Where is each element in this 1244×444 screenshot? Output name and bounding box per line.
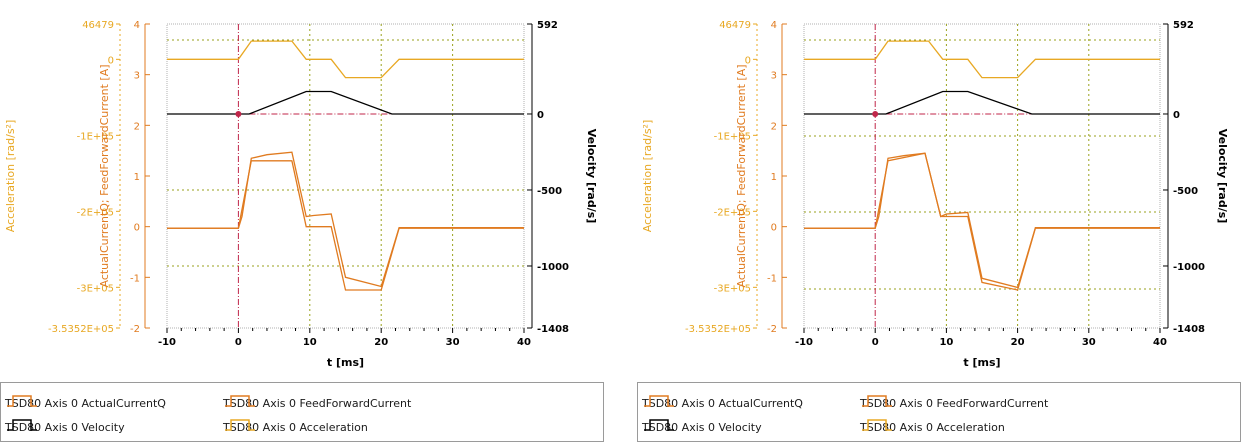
series-line-tsd80-axis-0-actualcurrentq <box>804 152 1160 289</box>
x-tick-label: 0 <box>235 337 242 348</box>
legend-label: TSD80 Axis 0 ActualCurrentQ <box>642 396 803 410</box>
acceleration-tick-label: -3E+05 <box>77 283 114 294</box>
legend-left: TSD80 Axis 0 ActualCurrentQ TSD80 Axis 0… <box>0 382 604 442</box>
x-tick-label: 20 <box>374 337 388 348</box>
series-line-tsd80-axis-0-actualcurrentq <box>167 151 524 288</box>
legend-item-velocity[interactable]: TSD80 Axis 0 Velocity <box>5 417 125 437</box>
velocity-tick-label: -500 <box>1173 186 1198 197</box>
scope-icon <box>862 419 892 431</box>
legend-item-feedforwardcurrent[interactable]: TSD80 Axis 0 FeedForwardCurrent <box>860 393 1048 413</box>
acceleration-tick-label: 0 <box>745 55 751 66</box>
series-line-tsd80-axis-0-velocity <box>804 90 1160 115</box>
trigger-marker <box>872 110 879 117</box>
scope-icon <box>7 419 37 431</box>
current-axis-label: ActualCurrentQ; FeedForwardCurrent [A] <box>98 64 111 287</box>
velocity-tick-label: 592 <box>1173 20 1194 31</box>
current-axis-label: ActualCurrentQ; FeedForwardCurrent [A] <box>735 64 748 287</box>
x-tick-label: 10 <box>939 337 953 348</box>
x-axis-label: t [ms] <box>327 356 364 369</box>
scope-icon <box>225 419 255 431</box>
current-tick-label: 3 <box>134 71 140 82</box>
series-line-tsd80-axis-0-acceleration <box>167 40 524 79</box>
acceleration-tick-label: 0 <box>108 55 114 66</box>
chart-panel-right: -10 0 10 20 30 40 t [ms] 4 3 2 1 0 -1 -2 46479 0 -1E+05-… <box>637 0 1244 444</box>
scope-icon <box>7 395 37 407</box>
x-tick-label: 30 <box>446 337 460 348</box>
x-tick-label: 20 <box>1011 337 1025 348</box>
current-tick-label: 0 <box>771 223 777 234</box>
velocity-tick-label: -1000 <box>1173 262 1205 273</box>
chart-svg-right: -10 0 10 20 30 40t [ms]43210-1-2464790-1E+05-… <box>641 20 1229 369</box>
velocity-tick-label: -1408 <box>537 324 569 335</box>
plot-area <box>803 23 1161 329</box>
velocity-tick-label: 592 <box>537 20 558 31</box>
scope-icon <box>644 395 674 407</box>
acceleration-tick-label: 46479 <box>719 20 751 31</box>
current-tick-label: -1 <box>130 273 140 284</box>
acceleration-tick-label: 46479 <box>82 20 114 31</box>
velocity-tick-label: -500 <box>537 186 562 197</box>
legend-label: TSD80 Axis 0 Acceleration <box>223 420 368 434</box>
current-tick-label: 0 <box>134 223 140 234</box>
series-line-tsd80-axis-0-acceleration <box>804 40 1160 79</box>
plot-area <box>166 23 525 329</box>
x-axis-label: t [ms] <box>963 356 1000 369</box>
x-tick-label: 40 <box>517 337 531 348</box>
x-tick-label: -10 <box>158 337 176 348</box>
x-tick-label: 10 <box>303 337 317 348</box>
current-tick-label: 2 <box>771 121 777 132</box>
current-tick-label: -2 <box>767 324 777 335</box>
trigger-marker <box>235 110 242 117</box>
velocity-axis-label: Velocity [rad/s] <box>1216 129 1229 224</box>
scope-icon <box>862 395 892 407</box>
legend-item-velocity[interactable]: TSD80 Axis 0 Velocity <box>642 417 762 437</box>
legend-label: TSD80 Axis 0 FeedForwardCurrent <box>223 396 412 410</box>
current-tick-label: 4 <box>134 20 140 31</box>
velocity-tick-label: 0 <box>537 110 544 121</box>
current-tick-label: -2 <box>130 324 140 335</box>
scope-icon <box>644 419 674 431</box>
acceleration-axis-label: Acceleration [rad/s²] <box>4 120 17 233</box>
chart-svg-left: -10 0 10 20 30 40t [ms]43210-1-2464790-1E+05-… <box>4 20 598 369</box>
acceleration-tick-label: -1E+05 <box>77 131 114 142</box>
scope-icon <box>225 395 255 407</box>
acceleration-tick-label: -2E+05 <box>77 207 114 218</box>
x-tick-label: 0 <box>872 337 879 348</box>
legend-item-actualcurrentq[interactable]: TSD80 Axis 0 ActualCurrentQ <box>5 393 166 413</box>
legend-label: TSD80 Axis 0 FeedForwardCurrent <box>860 396 1049 410</box>
acceleration-tick-label: -3.5352E+05 <box>48 324 114 335</box>
legend-label: TSD80 Axis 0 Acceleration <box>860 420 1005 434</box>
current-tick-label: 1 <box>771 172 777 183</box>
current-tick-label: -1 <box>767 273 777 284</box>
x-tick-label: 30 <box>1082 337 1096 348</box>
x-tick-label: -10 <box>795 337 813 348</box>
legend-item-acceleration[interactable]: TSD80 Axis 0 Acceleration <box>223 417 368 437</box>
legend-label: TSD80 Axis 0 ActualCurrentQ <box>5 396 166 410</box>
current-tick-label: 4 <box>771 20 777 31</box>
acceleration-tick-label: -3E+05 <box>714 283 751 294</box>
acceleration-axis-label: Acceleration [rad/s²] <box>641 120 654 233</box>
legend-item-acceleration[interactable]: TSD80 Axis 0 Acceleration <box>860 417 1005 437</box>
current-tick-label: 2 <box>134 121 140 132</box>
acceleration-tick-label: -1E+05 <box>714 131 751 142</box>
velocity-tick-label: -1000 <box>537 262 569 273</box>
series-line-tsd80-axis-0-feedforwardcurrent <box>167 160 524 291</box>
legend-item-feedforwardcurrent[interactable]: TSD80 Axis 0 FeedForwardCurrent <box>223 393 411 413</box>
series-line-tsd80-axis-0-velocity <box>167 90 524 115</box>
velocity-axis-label: Velocity [rad/s] <box>585 129 598 224</box>
acceleration-tick-label: -3.5352E+05 <box>685 324 751 335</box>
x-tick-label: 40 <box>1153 337 1167 348</box>
acceleration-tick-label: -2E+05 <box>714 207 751 218</box>
current-tick-label: 1 <box>134 172 140 183</box>
series-line-tsd80-axis-0-feedforwardcurrent <box>804 152 1160 291</box>
current-tick-label: 3 <box>771 71 777 82</box>
legend-item-actualcurrentq[interactable]: TSD80 Axis 0 ActualCurrentQ <box>642 393 803 413</box>
legend-right: TSD80 Axis 0 ActualCurrentQ TSD80 Axis 0… <box>637 382 1241 442</box>
velocity-tick-label: -1408 <box>1173 324 1205 335</box>
chart-panel-left: -10 0 10 20 30 40 t [ms] 4 3 2 1 0 -1 -2 46479 0 -1E+05-… <box>0 20 604 442</box>
velocity-tick-label: 0 <box>1173 110 1180 121</box>
